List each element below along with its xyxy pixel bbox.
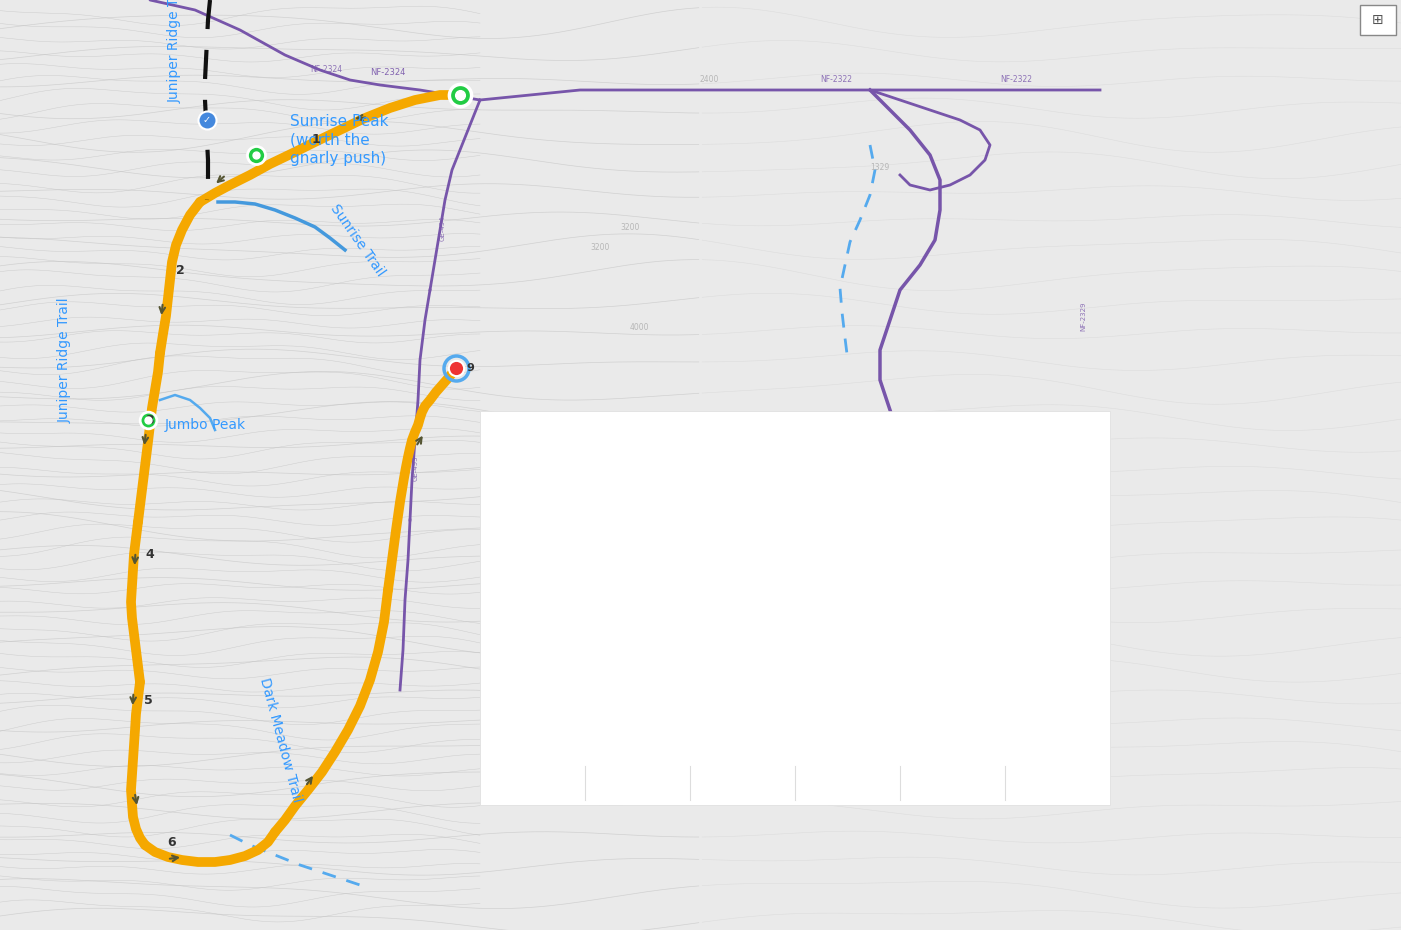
Text: Juniper Ridge Trail: Juniper Ridge Trail <box>168 0 182 103</box>
Text: 4: 4 <box>144 549 154 562</box>
Bar <box>1360 5 1395 35</box>
Text: Sunrise Trail: Sunrise Trail <box>328 202 388 279</box>
Text: 3: 3 <box>144 414 154 427</box>
Text: 1: 1 <box>312 134 321 147</box>
Text: Climb: Climb <box>619 785 656 798</box>
Text: 9 miles: 9 miles <box>493 763 572 781</box>
Text: 2400: 2400 <box>700 75 719 84</box>
Text: 6 miles: 6 miles <box>1019 763 1097 781</box>
Text: ⊞: ⊞ <box>1372 13 1384 27</box>
Text: 6: 6 <box>167 835 175 848</box>
Text: 1329: 1329 <box>870 163 890 172</box>
Text: NF-2324: NF-2324 <box>310 65 342 74</box>
Text: 3200: 3200 <box>590 243 609 252</box>
Text: GE-493: GE-493 <box>413 456 419 481</box>
Text: 9: 9 <box>467 363 474 373</box>
Text: 2 miles: 2 miles <box>913 763 992 781</box>
Text: 3,479 ft: 3,479 ft <box>699 763 786 781</box>
Text: High Point: High Point <box>815 785 880 798</box>
Text: 2: 2 <box>177 263 185 276</box>
Text: Juniper Ridge Trail: Juniper Ridge Trail <box>57 298 71 423</box>
Text: NF-2322: NF-2322 <box>820 75 852 84</box>
Text: 5: 5 <box>144 694 153 707</box>
Text: Dist Climb: Dist Climb <box>920 785 985 798</box>
Text: 5,447 ft: 5,447 ft <box>804 763 891 781</box>
Text: 1,462 ft: 1,462 ft <box>594 763 681 781</box>
Text: Descent: Descent <box>717 785 768 798</box>
Text: Jumbo Peak: Jumbo Peak <box>165 418 247 432</box>
Text: Dark Meadow Trail: Dark Meadow Trail <box>256 676 304 804</box>
Text: Sunrise Peak
(worth the
gnarly push): Sunrise Peak (worth the gnarly push) <box>290 113 388 166</box>
Text: ✓: ✓ <box>203 115 212 125</box>
Text: GE-494: GE-494 <box>440 216 446 241</box>
Text: NF-2329: NF-2329 <box>1080 301 1086 331</box>
Text: 3200: 3200 <box>621 223 639 232</box>
Text: Distance: Distance <box>506 785 560 798</box>
Text: NF-2322: NF-2322 <box>1000 75 1033 84</box>
Text: 4000: 4000 <box>630 323 650 332</box>
Text: Dist Descent: Dist Descent <box>1017 785 1097 798</box>
Text: NF-2324: NF-2324 <box>370 68 405 77</box>
